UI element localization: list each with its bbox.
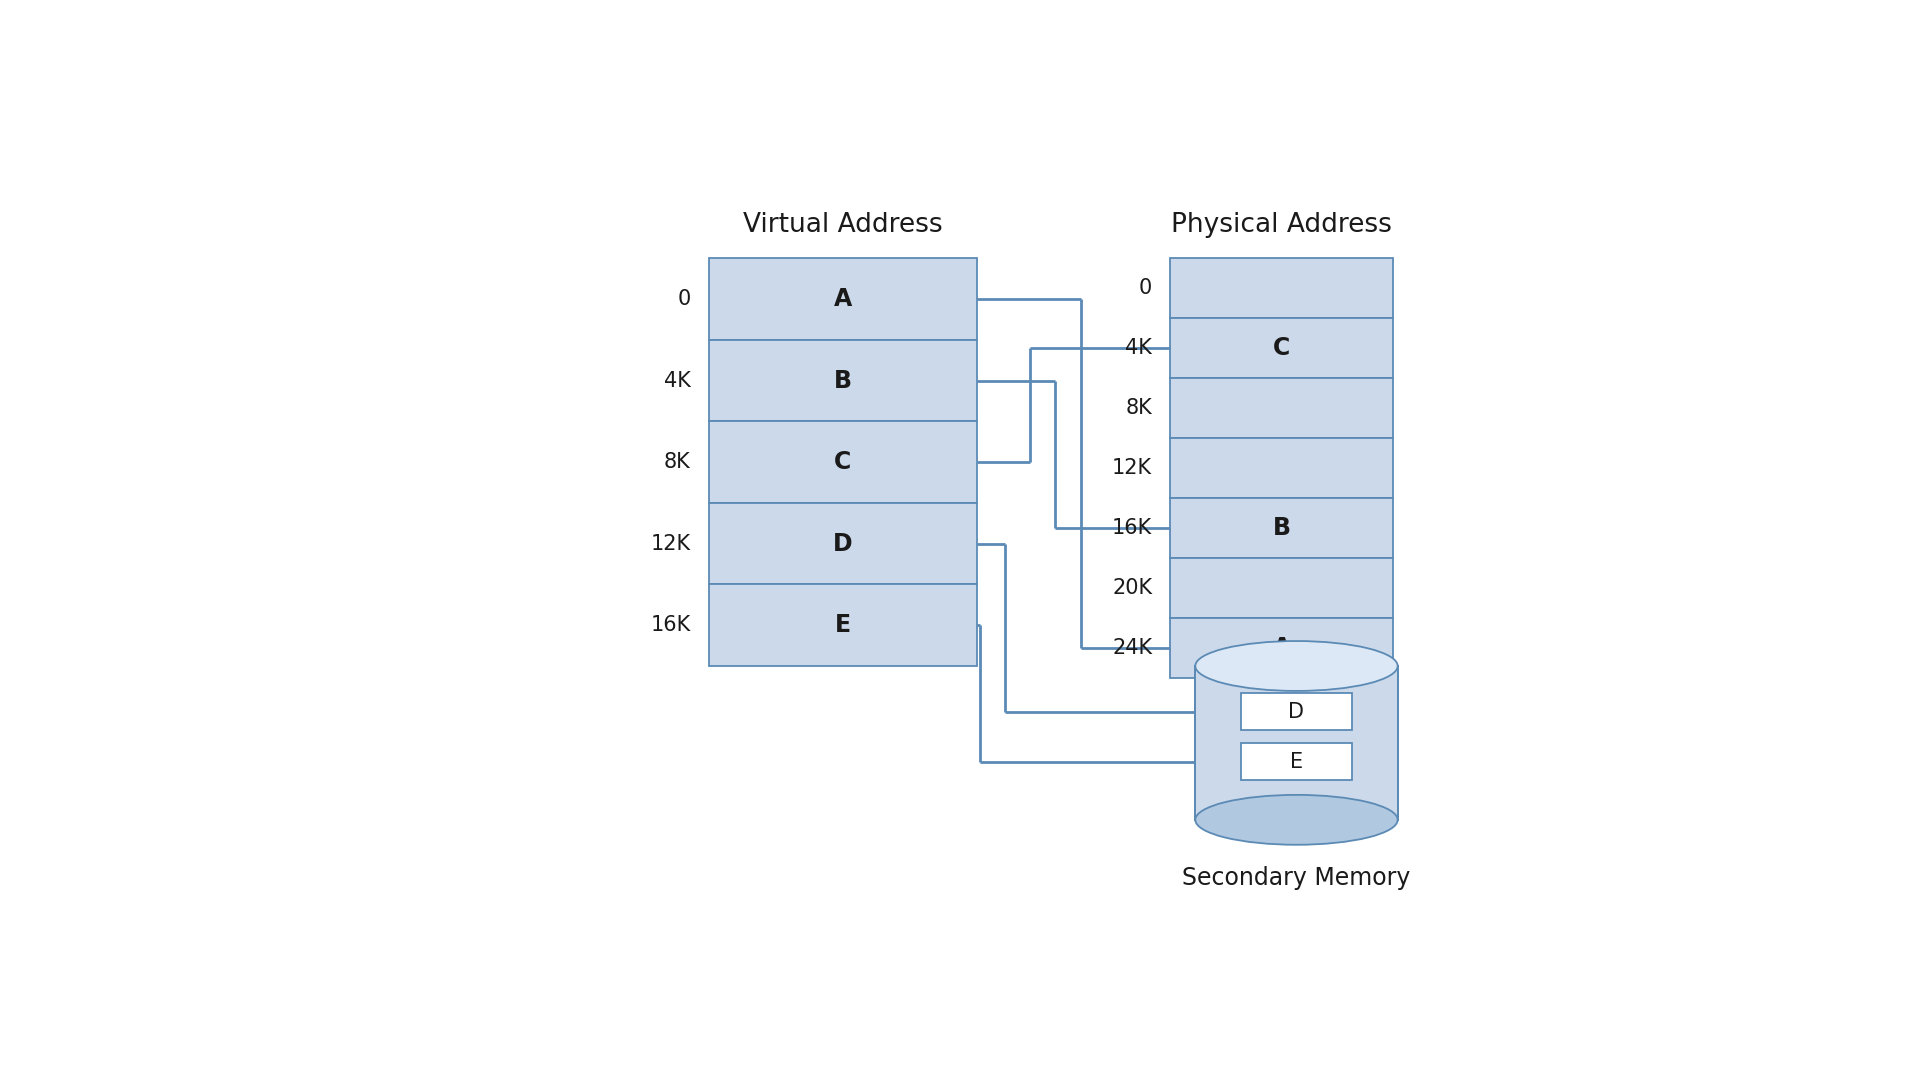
FancyBboxPatch shape — [1240, 693, 1352, 730]
Text: 12K: 12K — [1112, 458, 1152, 478]
Text: B: B — [1273, 516, 1290, 540]
Text: C: C — [1273, 336, 1290, 361]
FancyBboxPatch shape — [708, 340, 977, 421]
Text: Secondary Memory: Secondary Memory — [1183, 865, 1411, 890]
FancyBboxPatch shape — [1169, 258, 1394, 319]
Text: 4K: 4K — [664, 370, 691, 391]
Text: E: E — [1290, 752, 1304, 771]
Polygon shape — [1196, 666, 1398, 820]
Text: A: A — [833, 287, 852, 311]
Text: 12K: 12K — [651, 534, 691, 554]
Text: 0: 0 — [678, 289, 691, 309]
Ellipse shape — [1196, 795, 1398, 845]
Text: 8K: 8K — [1125, 399, 1152, 418]
Text: 16K: 16K — [1112, 518, 1152, 538]
FancyBboxPatch shape — [1169, 438, 1394, 498]
FancyBboxPatch shape — [1169, 378, 1394, 438]
Text: Virtual Address: Virtual Address — [743, 212, 943, 238]
FancyBboxPatch shape — [708, 503, 977, 584]
FancyBboxPatch shape — [708, 421, 977, 503]
Text: E: E — [835, 613, 851, 637]
Text: D: D — [833, 531, 852, 556]
Text: 8K: 8K — [664, 453, 691, 472]
Text: 4K: 4K — [1125, 338, 1152, 359]
Text: 16K: 16K — [651, 616, 691, 635]
FancyBboxPatch shape — [1169, 498, 1394, 558]
Text: 0: 0 — [1139, 279, 1152, 298]
Text: 20K: 20K — [1112, 578, 1152, 598]
FancyBboxPatch shape — [1169, 558, 1394, 618]
FancyBboxPatch shape — [1169, 618, 1394, 677]
Text: C: C — [833, 450, 851, 474]
Text: Physical Address: Physical Address — [1171, 212, 1392, 238]
Ellipse shape — [1196, 642, 1398, 691]
Text: A: A — [1273, 636, 1290, 660]
FancyBboxPatch shape — [708, 584, 977, 666]
FancyBboxPatch shape — [1169, 319, 1394, 378]
Text: 24K: 24K — [1112, 637, 1152, 658]
Text: B: B — [833, 368, 852, 393]
FancyBboxPatch shape — [708, 258, 977, 340]
FancyBboxPatch shape — [1240, 743, 1352, 781]
Text: D: D — [1288, 702, 1304, 721]
